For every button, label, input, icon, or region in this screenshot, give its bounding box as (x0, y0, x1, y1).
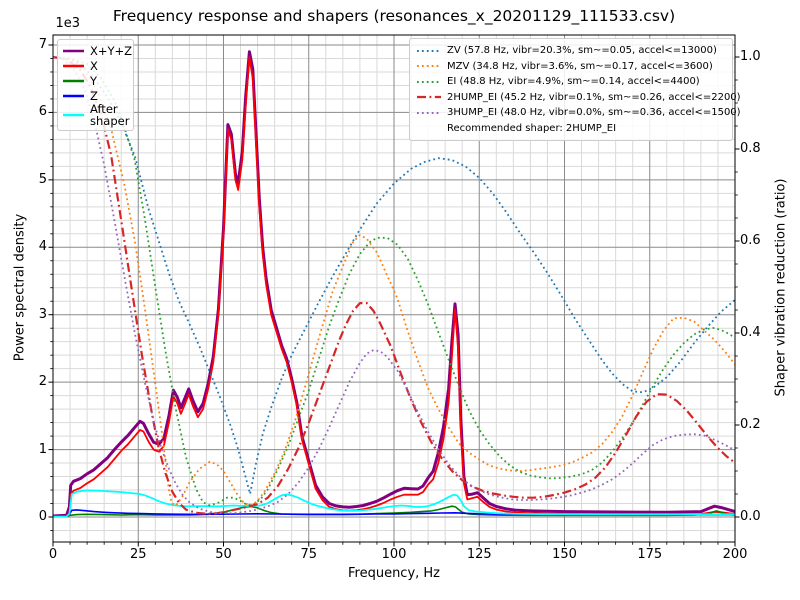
legend-swatch-solid (63, 49, 84, 52)
x-tick-label: 50 (215, 547, 232, 562)
x-tick-label: 0 (48, 547, 58, 562)
legend-psd: X+Y+Z X Y Z After shaper (57, 39, 134, 131)
legend-item-2hump-ei: 2HUMP_EI (45.2 Hz, vibr=0.1%, sm~=0.26, … (416, 90, 741, 106)
y-axis-label-right: Shaper vibration reduction (ratio) (773, 178, 789, 397)
y-left-tick-label: 6 (38, 104, 47, 120)
x-axis-label: Frequency, Hz (347, 566, 441, 581)
legend-swatch-dotted (417, 111, 441, 114)
legend-swatch-dotted (417, 49, 441, 52)
y-right-tick-label: 0.2 (740, 417, 761, 432)
y-left-tick-label: 5 (38, 171, 47, 187)
x-tick-label: 100 (381, 547, 407, 562)
y-right-tick-label: 0.6 (740, 233, 761, 248)
legend-label: 2HUMP_EI (45.2 Hz, vibr=0.1%, sm~=0.26, … (447, 91, 741, 103)
y-axis-offset-text: 1e3 (55, 16, 80, 31)
legend-item-z: Z (62, 88, 129, 103)
legend-item-after: After shaper (62, 103, 129, 127)
legend-label: X (90, 58, 98, 73)
legend-item-y: Y (62, 73, 129, 88)
legend-label: EI (48.8 Hz, vibr=4.9%, sm~=0.14, accel<… (447, 76, 700, 88)
legend-item-3hump-ei: 3HUMP_EI (48.0 Hz, vibr=0.0%, sm~=0.36, … (416, 105, 741, 121)
y-right-tick-label: 1.0 (740, 49, 761, 64)
legend-label: X+Y+Z (90, 43, 133, 58)
legend-item-x: X (62, 58, 129, 73)
curves (53, 50, 735, 518)
legend-swatch-solid (63, 94, 84, 97)
y-left-tick-label: 3 (38, 306, 47, 322)
legend-label: After shaper (90, 102, 130, 128)
x-tick-label: 75 (300, 547, 318, 562)
curve-x (53, 56, 735, 518)
legend-recommended-note: Recommended shaper: 2HUMP_EI (447, 121, 726, 137)
legend-swatch-dashdot (417, 96, 441, 99)
legend-item-x-y-z: X+Y+Z (62, 43, 133, 58)
legend-swatch-solid (63, 79, 84, 82)
y-left-tick-label: 4 (38, 239, 47, 255)
x-tick-label: 25 (129, 547, 147, 562)
y-right-tick-label: 0.0 (740, 509, 761, 524)
y-left-tick-label: 0 (38, 509, 47, 524)
y-left-tick-label: 7 (38, 37, 47, 52)
curve-2hump-ei (53, 55, 735, 515)
y-left-tick-label: 2 (38, 374, 47, 390)
y-right-tick-label: 0.8 (740, 141, 761, 156)
y-left-tick-label: 1 (38, 441, 47, 457)
x-tick-label: 200 (722, 547, 748, 562)
legend-label: Y (90, 73, 98, 88)
legend-item-mzv: MZV (34.8 Hz, vibr=3.6%, sm~=0.17, accel… (416, 59, 726, 75)
legend-item-zv: ZV (57.8 Hz, vibr=20.3%, sm~=0.05, accel… (416, 43, 726, 59)
x-tick-label: 125 (466, 547, 492, 562)
chart-title: Frequency response and shapers (resonanc… (112, 7, 676, 25)
legend-swatch-dotted (417, 80, 441, 83)
legend-swatch-dotted (417, 65, 441, 68)
legend-label: Z (90, 88, 98, 103)
y-right-tick-label: 0.4 (740, 325, 761, 340)
axis-ticks (48, 44, 740, 547)
x-tick-label: 150 (552, 547, 577, 562)
legend-label: ZV (57.8 Hz, vibr=20.3%, sm~=0.05, accel… (447, 45, 717, 57)
legend-shapers: ZV (57.8 Hz, vibr=20.3%, sm~=0.05, accel… (409, 38, 741, 141)
curve-after-shaper (53, 489, 735, 518)
curve-ei (53, 56, 735, 507)
legend-swatch-solid (63, 64, 84, 67)
legend-swatch-solid (63, 113, 84, 117)
legend-label: 3HUMP_EI (48.0 Hz, vibr=0.0%, sm~=0.36, … (447, 107, 741, 119)
legend-label: MZV (34.8 Hz, vibr=3.6%, sm~=0.17, accel… (447, 60, 713, 72)
recommended-shaper-text: Recommended shaper: 2HUMP_EI (447, 122, 617, 134)
curve-3hump-ei (53, 56, 735, 515)
x-tick-label: 175 (637, 547, 663, 562)
legend-item-ei: EI (48.8 Hz, vibr=4.9%, sm~=0.14, accel<… (416, 74, 726, 90)
